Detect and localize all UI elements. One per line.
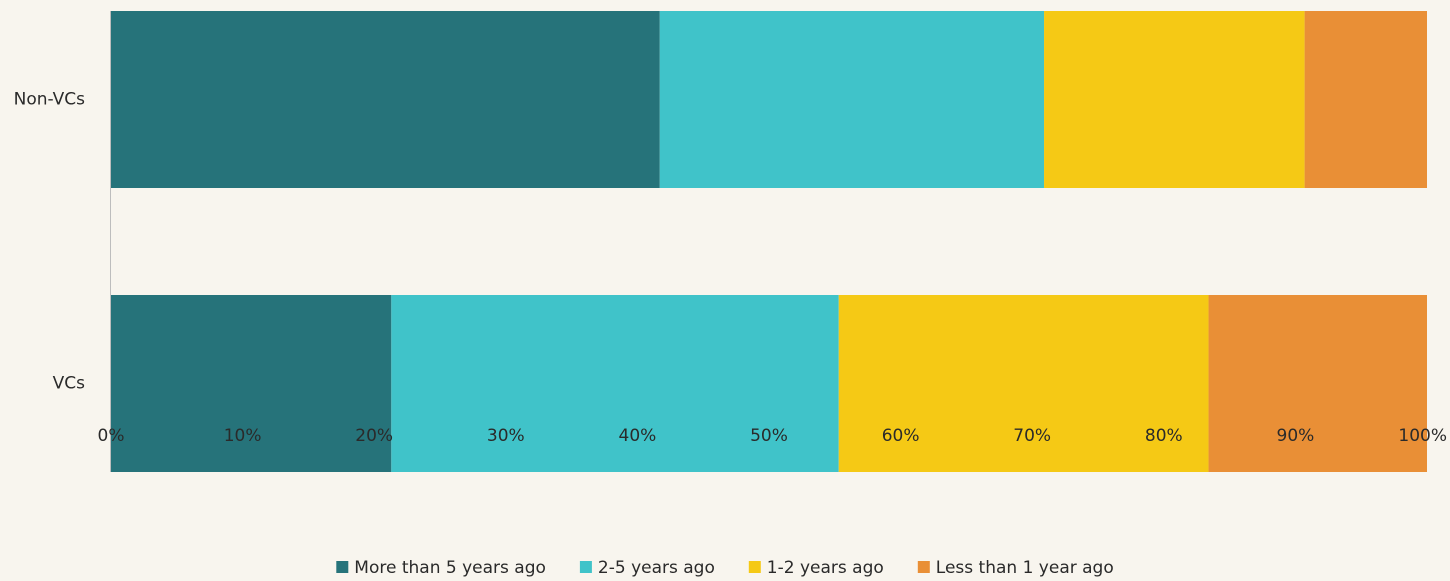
x-tick-label: 100% bbox=[1398, 426, 1447, 446]
legend-label: 1-2 years ago bbox=[767, 558, 884, 578]
x-tick-label: 90% bbox=[1277, 426, 1315, 446]
legend-swatch bbox=[748, 561, 761, 573]
legend-label: 2-5 years ago bbox=[598, 558, 715, 578]
x-tick-label: 10% bbox=[224, 426, 262, 446]
bar-segments bbox=[111, 11, 1427, 472]
legend-label: Less than 1 year ago bbox=[936, 558, 1114, 578]
x-tick-label: 50% bbox=[750, 426, 788, 446]
x-tick-label: 20% bbox=[355, 426, 393, 446]
category-label: VCs bbox=[53, 374, 85, 394]
legend-swatch bbox=[917, 561, 930, 573]
bar-vcs-segment-2 bbox=[838, 295, 1209, 472]
x-tick-label: 40% bbox=[619, 426, 657, 446]
category-labels: Non-VCs VCs bbox=[14, 90, 86, 394]
x-tick-label: 30% bbox=[487, 426, 525, 446]
x-tick-label: 0% bbox=[98, 426, 125, 446]
bar-non-vcs-segment-0 bbox=[111, 11, 660, 188]
legend-item: More than 5 years ago bbox=[336, 558, 546, 578]
x-tick-label: 60% bbox=[882, 426, 920, 446]
category-label: Non-VCs bbox=[14, 90, 86, 110]
bar-vcs-segment-3 bbox=[1208, 295, 1427, 472]
legend-label: More than 5 years ago bbox=[354, 558, 546, 578]
legend-item: 2-5 years ago bbox=[579, 558, 715, 578]
bar-non-vcs-segment-2 bbox=[1044, 11, 1305, 188]
legend: More than 5 years ago 2-5 years ago 1-2 ye… bbox=[336, 558, 1114, 578]
legend-swatch bbox=[336, 561, 349, 573]
legend-swatch bbox=[579, 561, 592, 573]
legend-item: Less than 1 year ago bbox=[917, 558, 1114, 578]
bar-non-vcs-segment-1 bbox=[659, 11, 1045, 188]
x-tick-label: 80% bbox=[1145, 426, 1183, 446]
bar-non-vcs-segment-3 bbox=[1304, 11, 1427, 188]
bar-vcs-segment-1 bbox=[391, 295, 839, 472]
legend-item: 1-2 years ago bbox=[748, 558, 884, 578]
bar-vcs-segment-0 bbox=[111, 295, 392, 472]
x-axis-tick-labels: 0% 10% 20% 30% 40% 50% 60% 70% 80% 90% 100% bbox=[98, 426, 1447, 446]
x-tick-label: 70% bbox=[1013, 426, 1051, 446]
